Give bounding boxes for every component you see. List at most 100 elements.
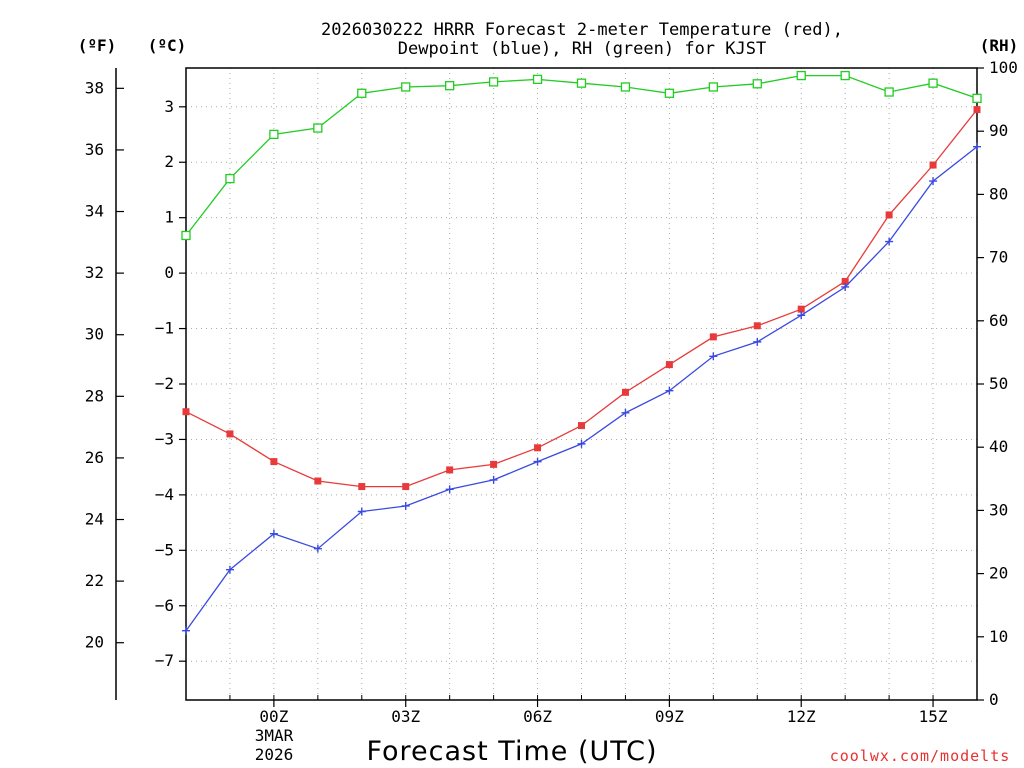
celsius-unit-label: (ºC)	[148, 36, 187, 55]
rh-point	[840, 70, 850, 81]
celsius-tick-label: −1	[155, 319, 174, 338]
rh-point	[884, 87, 894, 97]
rh-tick-label: 30	[989, 500, 1008, 519]
rh-point	[445, 81, 455, 91]
celsius-tick-label: 2	[164, 152, 174, 171]
fahrenheit-unit-label: (ºF)	[78, 36, 117, 55]
dewpoint-point	[665, 386, 674, 395]
grid-layer	[185, 68, 978, 700]
temperature-point	[665, 361, 673, 369]
rh-point	[752, 79, 762, 89]
dewpoint-point	[225, 565, 234, 574]
rh-point	[972, 93, 982, 103]
rh-point	[181, 230, 191, 241]
temperature-point	[226, 430, 234, 438]
dewpoint-point	[401, 501, 410, 510]
fahrenheit-tick-label: 22	[85, 571, 104, 590]
temperature-point	[621, 388, 629, 396]
rh-tick-label: 80	[989, 184, 1008, 203]
x-tick-label: 09Z	[655, 707, 684, 726]
dewpoint-point	[753, 337, 762, 346]
celsius-tick-label: −6	[155, 596, 174, 615]
celsius-tick-label: 3	[164, 97, 174, 116]
celsius-tick-label: −3	[155, 429, 174, 448]
fahrenheit-tick-label: 36	[85, 140, 104, 159]
temperature-point	[270, 458, 278, 466]
x-tick-label: 00Z	[259, 707, 288, 726]
rh-point	[225, 173, 235, 184]
dewpoint-point	[621, 408, 630, 417]
celsius-tick-label: −5	[155, 540, 174, 559]
dewpoint-point	[709, 352, 718, 361]
rh-tick-label: 40	[989, 437, 1008, 456]
rh-tick-label: 60	[989, 311, 1008, 330]
dewpoint-point	[841, 282, 850, 291]
chart-title-line2: Dewpoint (blue), RH (green) for KJST	[398, 39, 766, 59]
x-tick-label: 03Z	[391, 707, 420, 726]
dewpoint-point	[929, 177, 938, 186]
fahrenheit-tick-label: 34	[85, 202, 104, 221]
rh-unit-label: (RH)	[980, 36, 1019, 55]
fahrenheit-tick-label: 26	[85, 448, 104, 467]
dewpoint-point	[885, 237, 894, 246]
temperature-point	[929, 161, 937, 169]
rh-tick-label: 10	[989, 627, 1008, 646]
rh-line	[185, 74, 978, 236]
temperature-point	[885, 211, 893, 219]
rh-point	[928, 78, 938, 88]
temperature-point	[534, 444, 542, 452]
dewpoint-point	[182, 626, 190, 635]
celsius-tick-label: −4	[155, 485, 174, 504]
temperature-point	[709, 333, 717, 341]
temperature-point	[314, 477, 322, 485]
dewpoint-point	[489, 475, 498, 484]
temperature-point	[973, 106, 981, 114]
rh-point	[488, 77, 499, 87]
celsius-tick-label: 0	[164, 263, 174, 282]
dewpoint-point	[797, 311, 806, 320]
rh-point	[357, 88, 367, 98]
fahrenheit-tick-label: 30	[85, 325, 104, 344]
rh-tick-label: 100	[989, 58, 1018, 77]
temperature-point	[182, 408, 190, 416]
x-tick-label: 06Z	[523, 707, 552, 726]
temperature-point	[490, 460, 498, 468]
fahrenheit-tick-label: 32	[85, 263, 104, 282]
dewpoint-point	[577, 439, 586, 448]
temperature-point	[841, 277, 849, 285]
temperature-point	[578, 422, 585, 430]
date-label-month: 3MAR	[255, 726, 294, 745]
axis-layer: 3210−1−2−3−4−5−6−73836343230282624222010…	[85, 58, 1018, 726]
dewpoint-point	[313, 544, 322, 553]
fahrenheit-tick-label: 20	[85, 633, 104, 652]
x-axis-label: Forecast Time (UTC)	[366, 736, 657, 767]
rh-tick-label: 50	[989, 374, 1008, 393]
dewpoint-point	[269, 529, 278, 538]
x-tick-label: 12Z	[787, 707, 816, 726]
rh-point	[269, 129, 279, 140]
dewpoint-point	[445, 485, 454, 494]
date-label-year: 2026	[255, 745, 294, 764]
rh-point	[620, 82, 631, 92]
fahrenheit-tick-label: 28	[85, 386, 104, 405]
rh-tick-label: 0	[989, 690, 999, 709]
rh-point	[664, 88, 675, 98]
rh-point	[576, 78, 587, 88]
temperature-point	[402, 483, 410, 491]
celsius-tick-label: −2	[155, 374, 174, 393]
celsius-tick-label: −7	[155, 651, 174, 670]
temperature-point	[753, 322, 761, 330]
rh-point	[401, 82, 411, 92]
temperature-point	[446, 466, 454, 474]
rh-point	[313, 123, 323, 133]
dewpoint-point	[973, 142, 981, 151]
rh-point	[532, 74, 543, 85]
rh-point	[796, 70, 806, 81]
x-tick-label: 15Z	[919, 707, 948, 726]
temperature-point	[797, 305, 805, 313]
rh-tick-label: 70	[989, 248, 1008, 267]
dewpoint-point	[357, 507, 366, 516]
credit-link[interactable]: coolwx.com/modelts	[830, 747, 1011, 765]
rh-tick-label: 90	[989, 121, 1008, 140]
